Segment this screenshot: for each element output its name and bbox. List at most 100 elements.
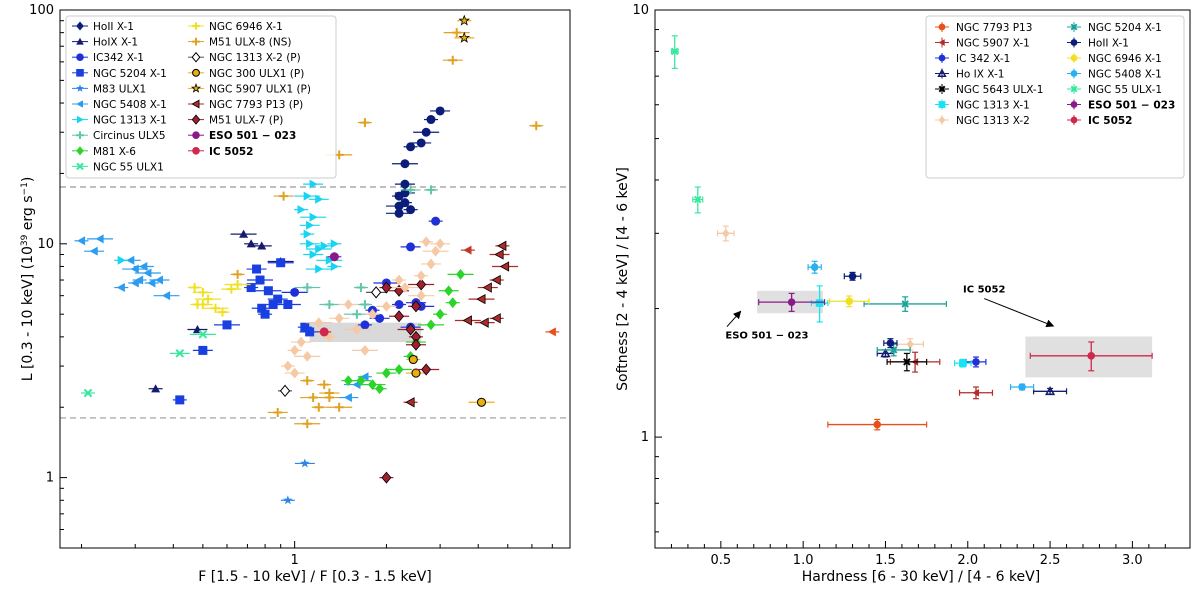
left-point-ic-5052	[319, 327, 329, 337]
left-legend-label: HoII X-1	[93, 21, 134, 33]
left-point-ngc-5204-x-1	[246, 283, 256, 293]
left-point-circinus-ulx5	[352, 309, 362, 319]
left-axis-ticks: 1 10 100 1	[29, 3, 571, 568]
left-legend-label: NGC 1313 X-1	[93, 115, 167, 127]
left-point-ngc-5204-x-1	[276, 258, 286, 268]
left-point-m51-ulx-8-ns	[319, 380, 329, 390]
left-y-tick-label: 100	[29, 3, 54, 18]
left-point-m81-x-6	[367, 379, 377, 390]
left-point-ngc-1313-x-2	[426, 258, 436, 270]
left-point-ngc-1313-x-1	[309, 179, 318, 189]
right-legend-marker-ngc-1313-x-2	[938, 115, 946, 125]
left-point-m51-ulx-8-ns	[233, 269, 243, 279]
left-point-ngc-7793-p13-p	[462, 315, 472, 326]
left-point-m81-x-6	[444, 285, 454, 297]
right-point-ngc-55-ulx-1	[671, 47, 679, 56]
left-point-m51-ulx-7-p	[410, 338, 421, 351]
left-point-ngc-1313-x-1	[315, 194, 324, 204]
left-legend: HoII X-1 HoIX X-1 IC342 X-1 NGC 5204 X-1 M83…	[65, 15, 337, 179]
left-legend-label: HoIX X-1	[93, 37, 138, 49]
left-point-circinus-ulx5	[360, 300, 370, 310]
left-point-m83-ulx1	[300, 458, 310, 468]
right-legend-label: HoII X-1	[1088, 38, 1129, 50]
left-point-ngc-5408-x-1	[95, 234, 104, 244]
left-point-m81-x-6	[448, 297, 458, 309]
right-legend-marker-eso-501-023	[1070, 101, 1078, 108]
left-y-axis-title-main: L [0.3 - 10 keV] (10	[20, 246, 36, 381]
left-point-ngc-1313-x-2-p	[279, 384, 291, 398]
right-legend-label: NGC 5907 X-1	[956, 38, 1030, 50]
left-point-ngc-1313-x-2	[394, 274, 404, 286]
left-point-ngc-1313-x-2	[416, 270, 426, 282]
right-y-tick-label: 1	[641, 430, 649, 445]
left-point-hoii-x-1	[406, 205, 416, 215]
left-data-points	[74, 14, 560, 505]
left-legend-label: NGC 300 ULX1 (P)	[209, 68, 304, 80]
right-legend-marker-ic-5052	[1070, 116, 1078, 124]
left-legend-marker-m83-ulx1	[76, 84, 84, 92]
left-point-hoii-x-1	[394, 208, 404, 218]
left-x-axis-title: F [1.5 - 10 keV] / F [0.3 - 1.5 keV]	[198, 569, 431, 585]
right-point-ho-ix-x-1	[880, 348, 891, 358]
right-legend-marker-ngc-5408-x-1	[1070, 70, 1078, 77]
left-point-ngc-5204-x-1	[273, 294, 283, 304]
right-point-ngc-1313-x-1	[959, 359, 967, 367]
left-point-ngc-6946-x-1	[233, 279, 243, 289]
left-point-m81-x-6	[426, 319, 436, 331]
right-point-ic-342-x-1	[972, 358, 980, 366]
left-point-m51-ulx-8-ns	[302, 376, 312, 386]
left-legend-label: NGC 1313 X-2 (P)	[209, 52, 301, 64]
right-point-ngc-5408-x-1	[1018, 383, 1026, 391]
left-point-m81-x-6	[356, 375, 366, 386]
left-point-ngc-7793-p13-p	[499, 261, 510, 272]
left-point-ngc-7793-p13-p	[494, 249, 504, 260]
left-point-ngc-5408-x-1	[143, 268, 152, 278]
right-legend-label: NGC 1313 X-2	[956, 115, 1030, 127]
right-point-ngc-1313-x-2	[906, 339, 914, 349]
left-point-ngc-1313-x-2	[290, 367, 300, 379]
left-point-ic342-x-1	[375, 313, 385, 323]
left-point-ngc-1313-x-1	[309, 212, 318, 222]
left-legend-marker-hoii-x-1	[76, 21, 84, 31]
left-point-m51-ulx-7-p	[394, 310, 405, 323]
left-legend-label: M81 X-6	[93, 146, 136, 158]
left-threshold-lines	[60, 186, 570, 419]
left-legend-label: NGC 55 ULX1	[93, 161, 164, 173]
left-point-m51-ulx-7-p	[421, 363, 432, 376]
left-point-m51-ulx-8-ns	[448, 55, 458, 65]
right-data-points	[670, 35, 1153, 431]
left-legend-label: NGC 5907 ULX1 (P)	[209, 83, 311, 95]
left-point-ngc-1313-x-1	[315, 264, 324, 274]
left-point-ngc-1313-x-2	[343, 299, 353, 310]
left-point-hoii-x-1	[400, 179, 410, 189]
right-point-ngc-6946-x-1	[845, 297, 854, 306]
right-axis-ticks: 0.5 1.0 1.5 2.0 2.5 3.0 1 10	[632, 3, 1166, 568]
right-legend-marker-ngc-7793-p13	[938, 23, 946, 31]
left-point-circinus-ulx5	[302, 283, 312, 293]
right-point-ho-ix-x-1	[1045, 385, 1056, 396]
left-point-ngc-1313-x-2	[324, 331, 334, 343]
left-point-ngc-6946-x-1	[198, 300, 208, 310]
right-legend-marker-ngc-55-ulx-1	[1070, 85, 1078, 93]
left-y-axis-title: L [0.3 - 10 keV] (1039 erg s−1)	[20, 177, 36, 382]
left-point-ngc-6946-x-1	[190, 283, 200, 293]
left-point-m83-ulx1	[283, 495, 293, 505]
left-point-ic342-x-1	[360, 320, 370, 330]
left-point-ngc-5204-x-1	[268, 300, 278, 310]
left-point-ngc-1313-x-1	[306, 239, 315, 249]
left-point-ngc-5204-x-1	[222, 320, 232, 330]
left-point-ngc-5408-x-1	[89, 246, 98, 256]
right-point-hoii-x-1	[886, 339, 895, 347]
left-point-ngc-1313-x-2	[381, 300, 391, 312]
right-annotation-arrow	[726, 310, 742, 328]
left-point-ngc-5408-x-1	[360, 372, 369, 382]
right-y-tick-label: 10	[632, 3, 649, 18]
left-point-eso-501-023	[329, 252, 339, 262]
left-point-ngc-55-ulx1	[198, 330, 208, 339]
left-y-axis-title-exp: 39	[20, 234, 30, 246]
left-y-axis-title-unit: erg s	[20, 195, 36, 234]
left-point-m51-ulx-8-ns	[273, 407, 283, 417]
left-point-circinus-ulx5	[426, 185, 436, 195]
left-point-hoix-x-1	[239, 229, 249, 238]
left-point-ngc-5408-x-1	[126, 255, 135, 265]
